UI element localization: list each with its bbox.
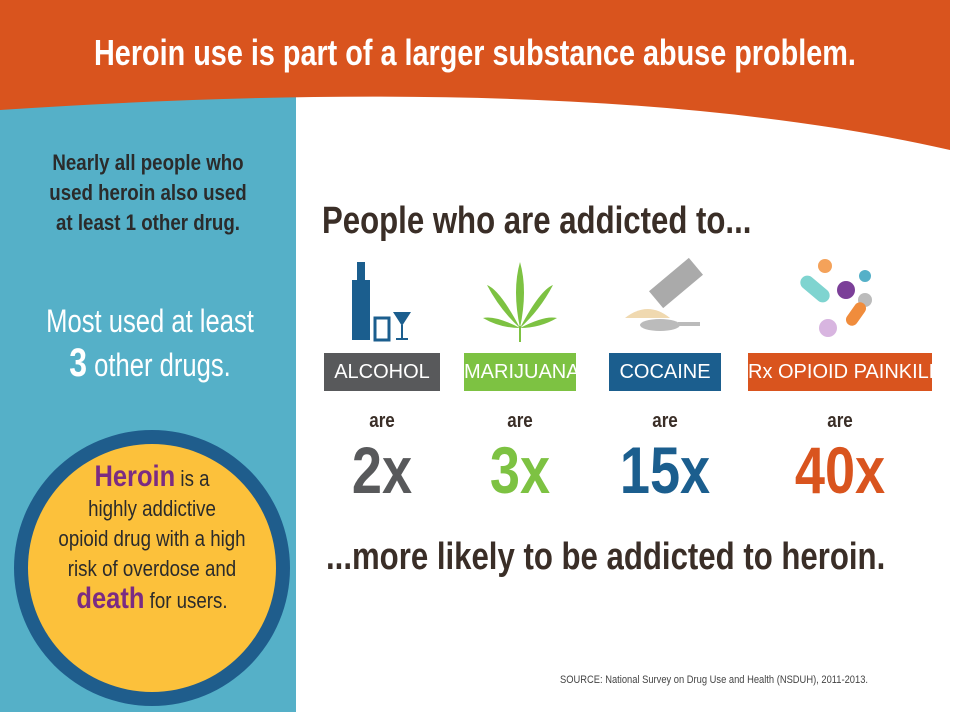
fact-1-line: at least 1 other drug. bbox=[56, 210, 240, 235]
are-text: are bbox=[507, 410, 533, 432]
callout-emphasis: Heroin bbox=[94, 460, 176, 493]
outro: ...more likely to be addicted to heroin. bbox=[326, 536, 886, 578]
fact-1-line: used heroin also used bbox=[49, 180, 247, 205]
are-text: are bbox=[369, 410, 395, 432]
are-text: are bbox=[827, 410, 853, 432]
fact-1-line: Nearly all people who bbox=[52, 150, 244, 175]
drug-label: ALCOHOL bbox=[324, 353, 440, 391]
callout: Heroin is a highly addictive opioid drug… bbox=[42, 462, 263, 616]
fact-2-text: other drugs. bbox=[94, 347, 231, 383]
callout-line: risk of overdose and bbox=[67, 556, 237, 581]
drug-label: MARIJUANA bbox=[464, 353, 580, 391]
callout-text: is a bbox=[180, 466, 210, 491]
callout-line: highly addictive bbox=[88, 496, 216, 521]
fact-2: Most used at least 3 other drugs. bbox=[30, 300, 270, 386]
multiplier: 2x bbox=[351, 433, 413, 507]
source: SOURCE: National Survey on Drug Use and … bbox=[560, 674, 869, 686]
fact-2-line: Most used at least bbox=[46, 303, 254, 339]
drug-label: Rx OPIOID PAINKILLERS bbox=[748, 353, 960, 391]
callout-line: Heroin is a bbox=[42, 462, 263, 494]
intro: People who are addicted to... bbox=[322, 200, 752, 242]
fact-2-line: 3 other drugs. bbox=[30, 342, 270, 386]
multiplier: 40x bbox=[794, 433, 886, 507]
drug-label: COCAINE bbox=[609, 353, 721, 391]
are-text: are bbox=[652, 410, 678, 432]
title: Heroin use is part of a larger substance… bbox=[94, 32, 856, 73]
fact-1: Nearly all people who used heroin also u… bbox=[22, 148, 274, 238]
fact-2-number: 3 bbox=[69, 341, 88, 385]
multiplier: 15x bbox=[619, 433, 711, 507]
callout-text: for users. bbox=[149, 588, 228, 613]
multiplier: 3x bbox=[489, 433, 551, 507]
callout-line: opioid drug with a high bbox=[58, 526, 246, 551]
callout-emphasis: death bbox=[76, 582, 145, 615]
callout-line: death for users. bbox=[42, 584, 263, 616]
